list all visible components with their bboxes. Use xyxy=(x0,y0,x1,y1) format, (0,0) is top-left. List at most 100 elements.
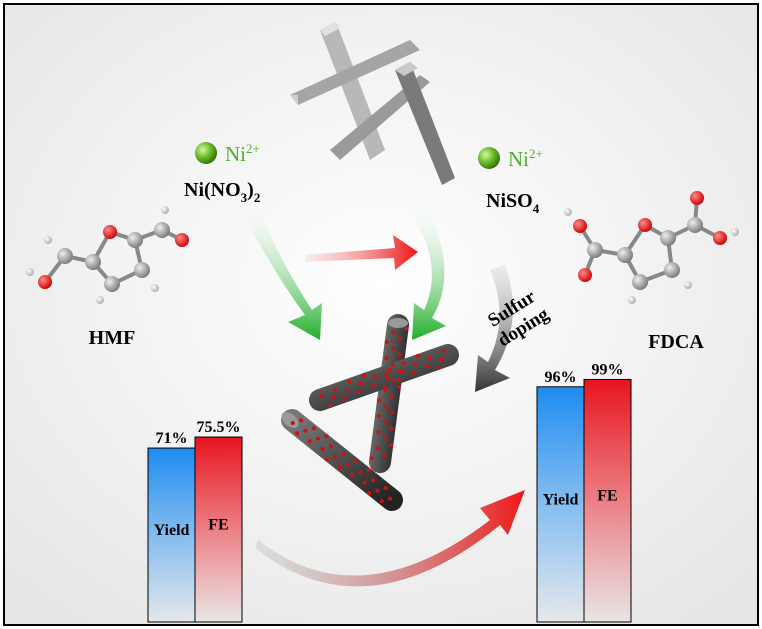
ni-ion-label: Ni2+ xyxy=(508,146,543,171)
catalyst-dot xyxy=(441,348,446,353)
ion-charge: 2+ xyxy=(246,141,260,156)
ni-ion-label: Ni2+ xyxy=(225,141,260,166)
catalyst-dot xyxy=(350,472,355,477)
catalyst-dot xyxy=(370,383,375,388)
bar-value-label: 99% xyxy=(592,361,624,378)
catalyst-dot xyxy=(397,336,402,341)
bar-name: Yield xyxy=(154,522,190,539)
catalyst-dot xyxy=(361,373,366,378)
catalyst-dot xyxy=(377,398,382,403)
catalyst-dot xyxy=(319,393,324,398)
catalyst-dot xyxy=(299,418,304,423)
bar-value-label: 71% xyxy=(156,430,188,447)
catalyst-dot xyxy=(404,326,409,331)
catalyst-dot xyxy=(383,486,388,491)
catalyst-dot xyxy=(384,340,389,345)
catalyst-dot xyxy=(390,362,395,367)
ni-ion-ball xyxy=(195,142,217,164)
ion-symbol: Ni xyxy=(225,142,246,166)
green-arrow xyxy=(240,205,322,340)
catalyst-dot xyxy=(401,360,406,365)
catalyst-dot xyxy=(356,390,361,395)
catalyst-dot xyxy=(391,330,396,335)
catalyst-dot xyxy=(369,456,374,461)
catalyst-dot xyxy=(328,444,333,449)
nickel-nitrate: Ni(NO3)2 xyxy=(184,179,260,205)
catalyst-dot xyxy=(316,436,321,441)
catalyst-dot xyxy=(415,354,420,359)
formula-part: ) xyxy=(247,179,254,201)
bar-name: FE xyxy=(597,488,617,505)
catalyst-dot xyxy=(373,374,378,379)
nickel-sulfate: NiSO4 xyxy=(486,190,540,216)
catalyst-dot xyxy=(376,430,381,435)
catalyst-dot xyxy=(389,410,394,415)
performance-arrow xyxy=(255,490,525,587)
catalyst-dot xyxy=(390,394,395,399)
catalyst-dot xyxy=(410,371,415,376)
catalyst-dot xyxy=(388,496,393,501)
nanotubes xyxy=(281,314,459,511)
bar-name: Yield xyxy=(543,491,579,508)
catalyst-dot xyxy=(436,365,441,370)
catalyst-dot xyxy=(385,376,390,381)
catalyst-dot xyxy=(341,452,346,457)
catalyst-dot xyxy=(391,346,396,351)
catalyst-dot xyxy=(375,488,380,493)
catalyst-dot xyxy=(384,356,389,361)
frame xyxy=(3,3,759,626)
hmf-label: HMF xyxy=(89,327,136,349)
catalyst-dot xyxy=(311,426,316,431)
catalyst-dot xyxy=(396,377,401,382)
catalyst-dot xyxy=(413,362,418,367)
catalyst-dot xyxy=(383,420,388,425)
bar-value-label: 75.5% xyxy=(197,419,241,436)
bar-value-label: 96% xyxy=(545,369,577,386)
catalyst-dot xyxy=(333,454,338,459)
catalyst-dot xyxy=(328,403,333,408)
bar xyxy=(147,447,196,623)
catalyst-dot xyxy=(330,395,335,400)
catalyst-dot xyxy=(367,491,372,496)
catalyst-dot xyxy=(324,434,329,439)
hmf-molecule xyxy=(26,206,189,304)
catalyst-dot xyxy=(290,420,295,425)
catalyst-dot xyxy=(345,388,350,393)
red-arrow xyxy=(305,235,418,270)
catalyst-dot xyxy=(354,460,359,465)
catalyst-dot xyxy=(382,436,387,441)
catalyst-dot xyxy=(347,379,352,384)
catalyst-dot xyxy=(371,478,376,483)
formula-part: NiSO xyxy=(486,190,533,212)
green-arrow xyxy=(410,205,446,340)
catalyst-dot xyxy=(390,378,395,383)
formula-part: Ni(NO xyxy=(184,179,241,201)
formula-subscript: 2 xyxy=(254,190,261,205)
catalyst-dot xyxy=(383,388,388,393)
catalyst-dot xyxy=(320,446,325,451)
catalyst-dot xyxy=(397,352,402,357)
catalyst-dot xyxy=(389,426,394,431)
catalyst-dot xyxy=(376,446,381,451)
results-bars: 71% Yield 75.5% FE 96% Yield 99% FE xyxy=(147,361,632,623)
catalyst-dot xyxy=(382,384,387,389)
formula-subscript: 4 xyxy=(533,201,540,216)
catalyst-dot xyxy=(333,386,338,391)
catalyst-dot xyxy=(359,381,364,386)
catalyst-dot xyxy=(396,384,401,389)
catalyst-dot xyxy=(376,414,381,419)
rods xyxy=(290,22,455,185)
catalyst-dot xyxy=(387,367,392,372)
catalyst-dot xyxy=(383,404,388,409)
ion-charge: 2+ xyxy=(529,146,543,161)
catalyst-dot xyxy=(324,457,329,462)
bar-name: FE xyxy=(208,517,228,534)
catalyst-dot xyxy=(439,357,444,362)
doping-arrow xyxy=(475,265,513,392)
bar xyxy=(194,436,243,623)
ni-ion-ball xyxy=(478,147,500,169)
catalyst-dot xyxy=(303,428,308,433)
fdca-molecule xyxy=(564,191,739,304)
catalyst-dot xyxy=(342,397,347,402)
